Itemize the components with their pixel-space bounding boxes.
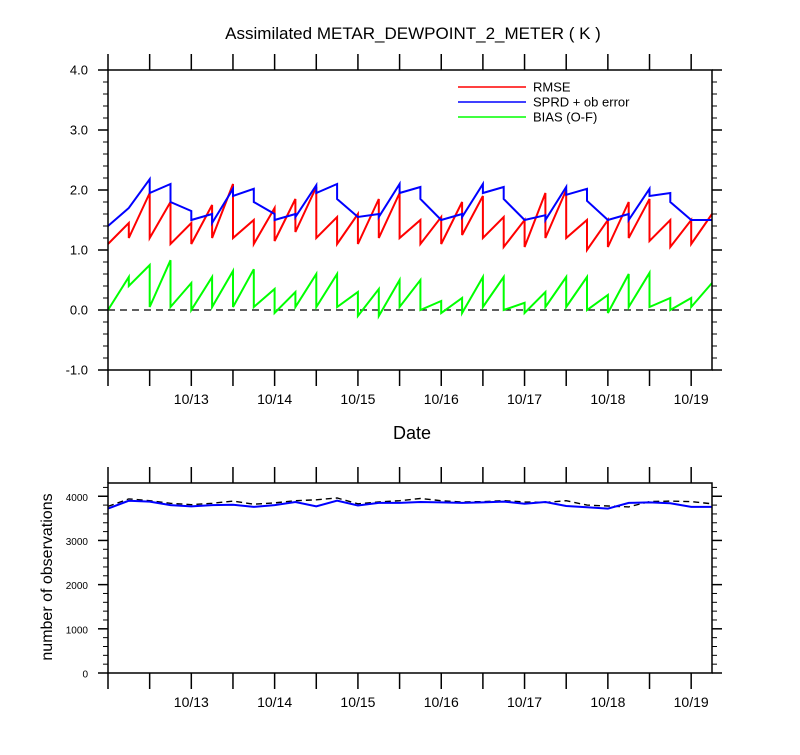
top-y-tick-label: 4.0 xyxy=(70,63,88,78)
top-x-tick-label: 10/13 xyxy=(174,391,209,407)
obs-total-line xyxy=(107,497,713,508)
legend-label: BIAS (O-F) xyxy=(533,110,597,125)
series-line-sprd-ob-error xyxy=(107,176,712,227)
top-y-tick-label: -1.0 xyxy=(66,363,88,378)
bottom-x-tick-label: 10/18 xyxy=(590,694,625,710)
y-axis-label: number of observations xyxy=(39,493,56,660)
top-y-tick-label: 3.0 xyxy=(70,123,88,138)
bottom-x-tick-labels: 10/13 10/14 10/15 10/16 10/17 10/18 10/19 xyxy=(174,694,709,710)
legend-label: RMSE xyxy=(533,80,571,95)
bottom-x-tick-label: 10/13 xyxy=(174,694,209,710)
bottom-y-tick-label: 2000 xyxy=(66,581,89,592)
bottom-y-tick-label: 3000 xyxy=(66,537,89,548)
bottom-plot-frame xyxy=(107,482,713,674)
top-x-tick-label: 10/18 xyxy=(590,391,625,407)
bottom-y-tick-label: 1000 xyxy=(66,625,89,636)
top-x-tick-label: 10/14 xyxy=(257,391,292,407)
obs-assimilated-line xyxy=(107,499,712,510)
top-x-tick-labels: 10/13 10/14 10/15 10/16 10/17 10/18 10/19 xyxy=(174,391,709,407)
top-axis-ticks xyxy=(98,54,722,386)
top-series-lines xyxy=(107,176,713,320)
top-x-tick-label: 10/16 xyxy=(424,391,459,407)
series-line-bias-o-f xyxy=(107,259,713,320)
top-x-tick-label: 10/19 xyxy=(674,391,709,407)
bottom-x-tick-label: 10/14 xyxy=(257,694,292,710)
legend-label: SPRD + ob error xyxy=(533,95,630,110)
bottom-y-tick-label: 4000 xyxy=(66,493,89,504)
top-x-tick-label: 10/15 xyxy=(340,391,375,407)
bottom-x-tick-label: 10/16 xyxy=(424,694,459,710)
bottom-y-tick-labels: 4000 3000 2000 1000 0 xyxy=(66,493,89,681)
top-y-tick-label: 0.0 xyxy=(70,303,88,318)
bottom-axis-ticks xyxy=(98,467,722,689)
bottom-x-tick-label: 10/15 xyxy=(340,694,375,710)
top-chart-panel: Assimilated METAR_DEWPOINT_2_METER ( K )… xyxy=(66,24,722,443)
top-y-tick-label: 2.0 xyxy=(70,183,88,198)
chart-title: Assimilated METAR_DEWPOINT_2_METER ( K ) xyxy=(225,24,601,43)
x-axis-label: Date xyxy=(393,423,431,443)
bottom-series-lines xyxy=(107,497,713,510)
bottom-y-tick-label: 0 xyxy=(82,670,88,681)
top-y-tick-label: 1.0 xyxy=(70,243,88,258)
top-x-tick-label: 10/17 xyxy=(507,391,542,407)
bottom-x-tick-label: 10/19 xyxy=(674,694,709,710)
top-y-tick-labels: 4.0 3.0 2.0 1.0 0.0 -1.0 xyxy=(66,63,88,378)
top-plot-frame xyxy=(107,69,713,371)
bottom-x-tick-label: 10/17 xyxy=(507,694,542,710)
